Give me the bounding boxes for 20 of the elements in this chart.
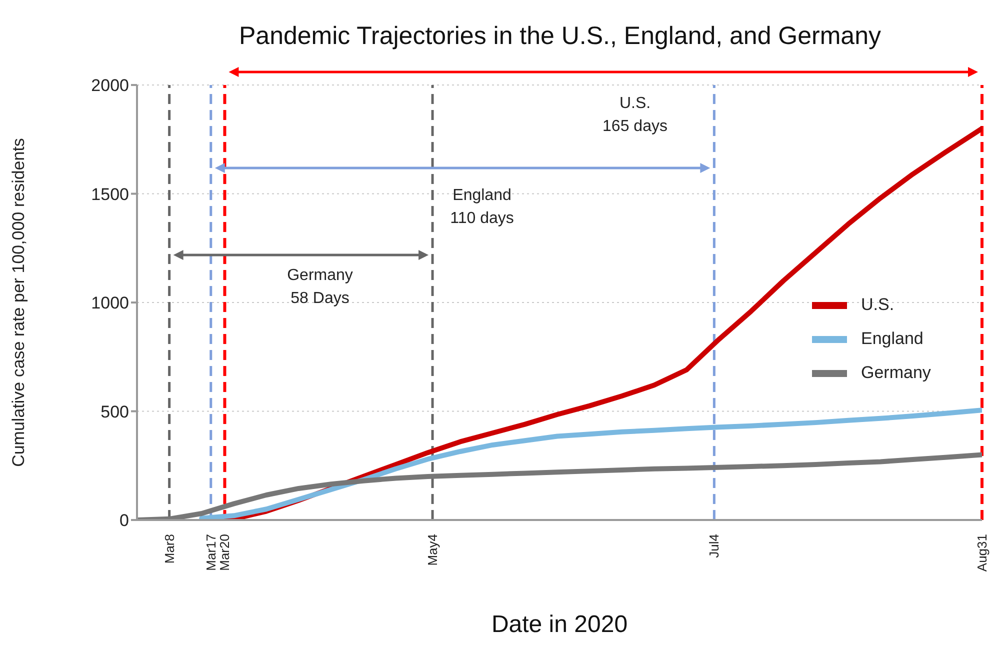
legend-label: Germany [861,363,931,383]
x-tick-label: Mar20 [217,534,232,571]
y-axis-title: Cumulative case rate per 100,000 residents [9,138,28,467]
x-tick-label: Jul4 [706,534,722,558]
y-tick-label: 1000 [91,294,129,313]
annotation: U.S. 165 days [602,95,668,135]
legend-label: England [861,329,924,349]
y-tick-label: 0 [120,511,129,530]
y-tick-label: 500 [100,402,129,422]
x-tick-label: May4 [425,534,440,566]
legend-label: U.S. [861,295,894,315]
x-tick-label: Mar17 [203,534,218,571]
x-tick-label: Aug31 [974,534,990,572]
y-tick-label: 2000 [91,76,129,96]
x-tick-label: Mar8 [162,534,177,564]
x-axis-title: Date in 2020 [491,611,628,638]
y-tick-label: 1500 [91,184,129,204]
annotation: Germany 58 Days [287,267,353,307]
annotation: England 110 days [450,187,514,227]
chart-title: Pandemic Trajectories in the U.S., England, and Germany [238,22,882,51]
